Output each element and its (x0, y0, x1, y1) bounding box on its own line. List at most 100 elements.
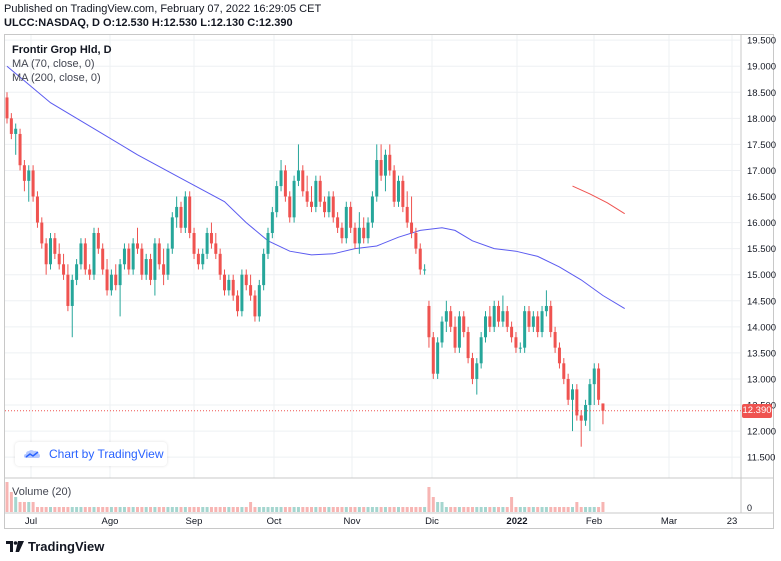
candle (536, 311, 540, 338)
candle (140, 243, 144, 280)
volume-bar (149, 507, 153, 512)
volume-bar (205, 507, 209, 512)
candle (40, 217, 44, 249)
volume-bar (423, 507, 427, 512)
volume-bar (144, 507, 148, 512)
candle (209, 222, 213, 249)
volume-bar (601, 502, 605, 512)
volume-bar (227, 507, 231, 512)
candle (18, 128, 22, 171)
candle (92, 227, 96, 280)
candle (136, 227, 139, 254)
candle (314, 175, 318, 213)
candle (484, 311, 487, 343)
volume-bar (53, 507, 57, 512)
candle (257, 279, 261, 322)
candle (579, 410, 583, 447)
candle (349, 201, 353, 233)
volume-bar (75, 507, 79, 512)
candle (492, 300, 496, 333)
candle (566, 373, 570, 406)
volume-bar (523, 507, 527, 512)
volume-bar (453, 507, 457, 512)
volume-bar (249, 502, 253, 512)
volume-bar (518, 507, 522, 512)
candle (397, 175, 400, 207)
candle (427, 300, 431, 348)
candle (35, 191, 39, 228)
candle (414, 227, 418, 254)
y-tick-label: 17.000 (747, 166, 776, 177)
candle (236, 290, 240, 317)
candle (53, 232, 57, 260)
volume-bar (218, 507, 222, 512)
candle (49, 232, 52, 270)
volume-bar (140, 507, 144, 512)
last-price-tag: 12.390 (742, 403, 772, 418)
volume-bar (49, 507, 52, 512)
candle (344, 201, 348, 244)
volume-bar (122, 507, 126, 512)
candle (575, 384, 579, 421)
candle (105, 259, 109, 296)
volume-bar (549, 507, 553, 512)
volume-bar (214, 507, 218, 512)
candle (275, 180, 279, 218)
volume-bar (484, 507, 487, 512)
volume-bar (514, 507, 518, 512)
volume-bar (5, 482, 9, 512)
candle (336, 212, 340, 233)
volume-bar (183, 507, 187, 512)
candle (383, 149, 387, 192)
tradingview-logo[interactable]: TradingView (6, 539, 104, 554)
volume-bar (314, 507, 318, 512)
x-tick-label: 2022 (506, 516, 527, 527)
volume-bar (410, 507, 414, 512)
candle (584, 399, 588, 426)
candle (523, 305, 527, 353)
candle (14, 123, 18, 155)
candle (262, 248, 266, 291)
volume-bar (244, 507, 248, 512)
volume-bar (301, 507, 305, 512)
volume-bar (270, 507, 274, 512)
candle (183, 191, 187, 233)
candle (505, 305, 509, 333)
tradingview-logo-icon (6, 541, 24, 552)
volume-bar (531, 507, 535, 512)
x-axis: Jul Ago Sep Oct Nov Dic 2022 Feb Mar 23 (5, 512, 773, 527)
volume-bar (388, 507, 392, 512)
x-tick-label: Jul (25, 516, 37, 527)
candle (57, 243, 61, 270)
candle (153, 238, 157, 296)
y-tick-label: 18.500 (747, 88, 776, 99)
volume-bar (562, 507, 566, 512)
volume-bar (466, 507, 470, 512)
volume-bar (275, 507, 279, 512)
volume-bar (327, 507, 331, 512)
candle (5, 92, 9, 124)
candle (531, 311, 535, 333)
volume-bar (40, 507, 44, 512)
cloud-icon (24, 450, 40, 458)
chart-by-tradingview-badge[interactable]: Chart by TradingView (15, 442, 167, 466)
volume-bar (405, 507, 409, 512)
volume-bar (27, 502, 31, 512)
candle (557, 342, 561, 369)
ma200-line (572, 185, 625, 215)
candle (266, 227, 270, 260)
volume-bar (357, 507, 361, 512)
candle (170, 212, 174, 254)
volume-bar (44, 507, 48, 512)
candle (388, 144, 392, 176)
candle (527, 305, 531, 333)
volume-bar (579, 507, 583, 512)
y-tick-label: 15.000 (747, 270, 776, 281)
candle (453, 316, 457, 353)
candle (279, 160, 283, 192)
x-tick-label: Feb (586, 516, 602, 527)
candle (501, 295, 505, 327)
x-tick-label: 23 (727, 516, 738, 527)
y-tick-label: 16.000 (747, 218, 776, 229)
